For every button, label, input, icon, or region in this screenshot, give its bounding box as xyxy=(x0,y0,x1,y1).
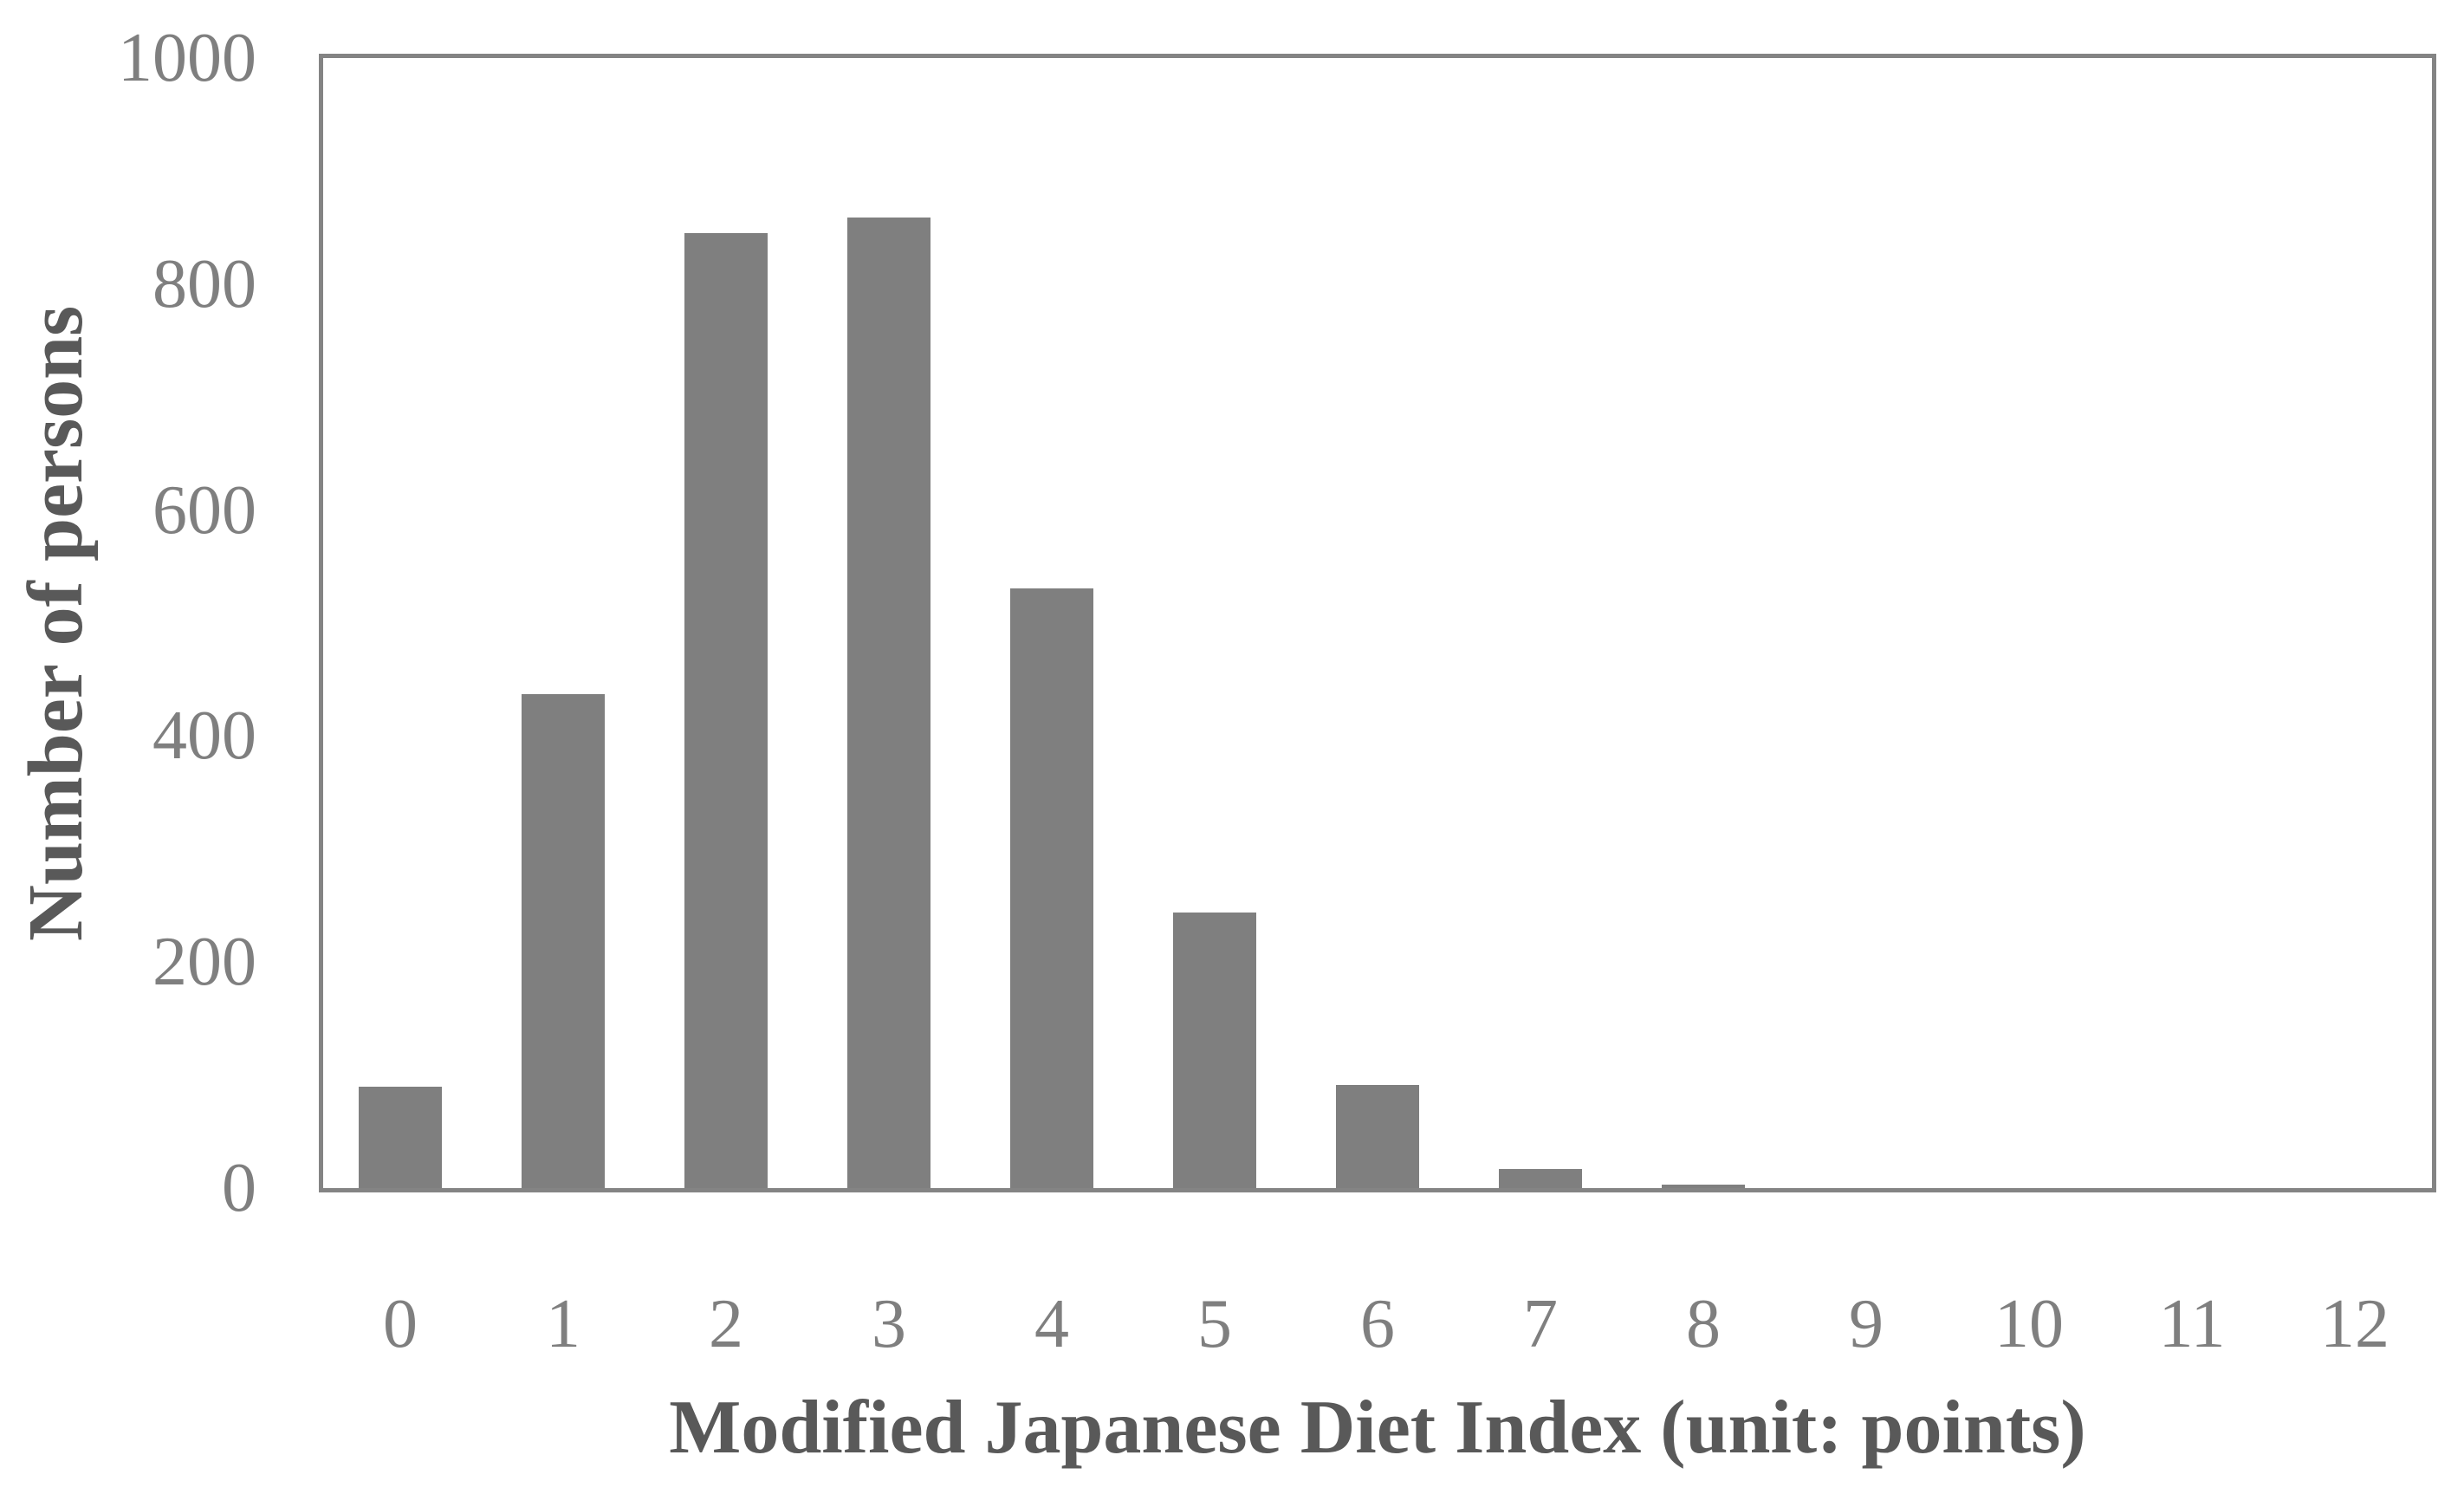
y-tick-label: 800 xyxy=(152,246,256,322)
y-axis-title: Number of persons xyxy=(0,54,113,1192)
x-tick-label: 3 xyxy=(872,1286,906,1362)
bar-0 xyxy=(359,1087,442,1188)
y-axis-title-text: Number of persons xyxy=(13,305,100,941)
x-tick-label: 12 xyxy=(2320,1286,2389,1362)
x-tick-label: 11 xyxy=(2158,1286,2226,1362)
bar-1 xyxy=(522,694,605,1188)
x-tick-label: 9 xyxy=(1849,1286,1884,1362)
x-tick-label: 1 xyxy=(546,1286,580,1362)
bar-6 xyxy=(1336,1085,1419,1188)
bar-2 xyxy=(684,233,768,1188)
y-tick-label: 0 xyxy=(222,1150,256,1226)
x-tick-label: 0 xyxy=(383,1286,418,1362)
x-tick-label: 7 xyxy=(1523,1286,1558,1362)
x-tick-label: 8 xyxy=(1686,1286,1721,1362)
y-tick-label: 600 xyxy=(152,472,256,549)
y-tick-label: 1000 xyxy=(118,20,256,96)
x-tick-label: 2 xyxy=(709,1286,743,1362)
x-tick-label: 10 xyxy=(1994,1286,2064,1362)
bar-5 xyxy=(1173,913,1256,1188)
y-tick-label: 200 xyxy=(152,924,256,1000)
y-tick-label: 400 xyxy=(152,698,256,774)
x-tick-label: 5 xyxy=(1197,1286,1232,1362)
bar-7 xyxy=(1499,1169,1582,1188)
x-tick-label: 4 xyxy=(1034,1286,1069,1362)
plot-area xyxy=(319,54,2436,1192)
x-axis-title: Modified Japanese Diet Index (unit: poin… xyxy=(669,1386,2086,1470)
bar-8 xyxy=(1662,1185,1745,1188)
bar-4 xyxy=(1010,588,1093,1188)
x-tick-label: 6 xyxy=(1360,1286,1395,1362)
bar-3 xyxy=(847,218,930,1188)
